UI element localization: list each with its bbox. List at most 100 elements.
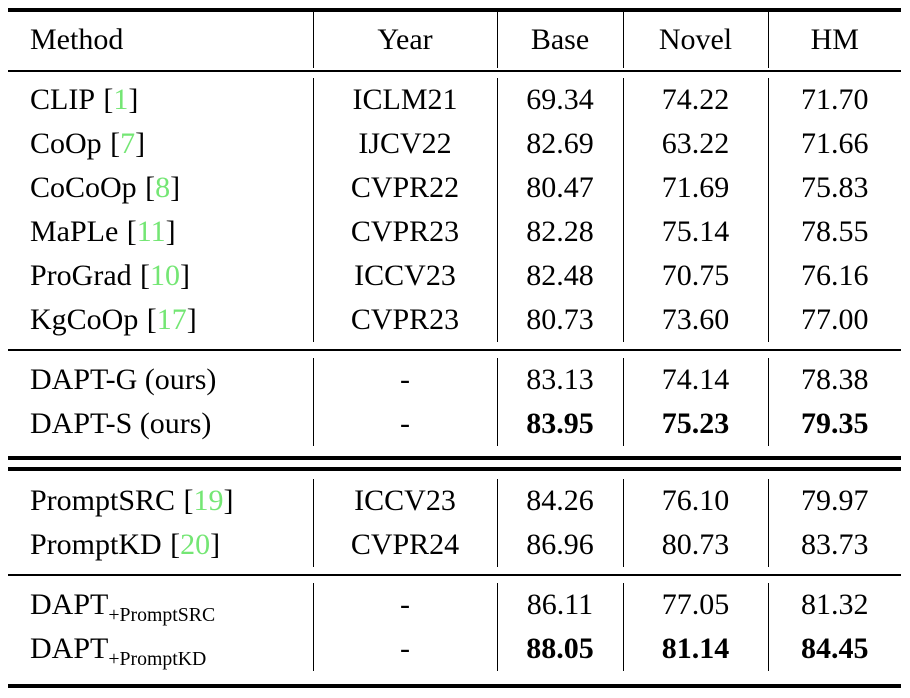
- novel-cell: 80.73: [622, 523, 768, 567]
- table-row: KgCoOp [17] CVPR23 80.73 73.60 77.00: [8, 298, 901, 342]
- table-row: PromptSRC [19] ICCV23 84.26 76.10 79.97: [8, 479, 901, 523]
- citation-bracket: [: [103, 83, 114, 116]
- base-cell: 82.28: [496, 210, 623, 254]
- method-subscript: +PromptSRC: [108, 604, 216, 626]
- year-cell: IJCV22: [312, 122, 497, 166]
- citation-bracket: [: [110, 127, 121, 160]
- method-subscript: +PromptKD: [108, 648, 207, 670]
- hm-cell: 71.66: [767, 122, 901, 166]
- table-row: CoCoOp [8] CVPR22 80.47 71.69 75.83: [8, 166, 901, 210]
- novel-cell: 75.14: [622, 210, 768, 254]
- citation-bracket: ]: [223, 484, 234, 517]
- base-cell: 82.69: [496, 122, 623, 166]
- method-name: DAPT: [30, 632, 109, 665]
- hm-cell: 76.16: [767, 254, 901, 298]
- citation: [10]: [140, 259, 190, 292]
- citation: [20]: [170, 528, 220, 561]
- method-name: DAPT-G (ours): [30, 363, 217, 396]
- year-cell: -: [312, 402, 497, 446]
- novel-cell: 74.14: [622, 358, 768, 402]
- hm-cell: 79.35: [767, 402, 901, 446]
- method-cell: KgCoOp [17]: [8, 298, 313, 342]
- rule-line: [8, 574, 901, 576]
- thick-rule: [8, 671, 901, 688]
- citation: [17]: [147, 303, 197, 336]
- rule-line: [8, 456, 901, 460]
- citation-number: 20: [180, 528, 211, 561]
- method-cell: DAPT+PromptKD: [8, 627, 313, 671]
- novel-cell: 63.22: [622, 122, 768, 166]
- citation-bracket: ]: [170, 171, 181, 204]
- hm-cell: 79.97: [767, 479, 901, 523]
- method-name: DAPT-S (ours): [30, 407, 212, 440]
- hm-cell: 84.45: [767, 627, 901, 671]
- base-cell: 80.47: [496, 166, 623, 210]
- novel-cell: 70.75: [622, 254, 768, 298]
- base-cell: 82.48: [496, 254, 623, 298]
- rule-line: [8, 8, 901, 12]
- citation-bracket: [: [183, 484, 194, 517]
- citation-bracket: [: [140, 259, 151, 292]
- hm-cell: 78.38: [767, 358, 901, 402]
- method-name: CoCoOp: [30, 171, 137, 204]
- year-cell: CVPR22: [312, 166, 497, 210]
- year-cell: ICCV23: [312, 479, 497, 523]
- novel-cell: 71.69: [622, 166, 768, 210]
- method-cell: CoCoOp [8]: [8, 166, 313, 210]
- citation: [19]: [183, 484, 233, 517]
- table-row: PromptKD [20] CVPR24 86.96 80.73 83.73: [8, 523, 901, 567]
- method-cell: DAPT-S (ours): [8, 402, 313, 446]
- hm-cell: 78.55: [767, 210, 901, 254]
- method-cell: MaPLe [11]: [8, 210, 313, 254]
- table-row: CLIP [1] ICLM21 69.34 74.22 71.70: [8, 78, 901, 122]
- citation-bracket: [: [170, 528, 181, 561]
- citation-bracket: [: [126, 215, 137, 248]
- column-header-method: Method: [30, 23, 124, 56]
- year-cell: ICLM21: [312, 78, 497, 122]
- method-name: MaPLe: [30, 215, 119, 248]
- table-row: CoOp [7] IJCV22 82.69 63.22 71.66: [8, 122, 901, 166]
- citation-bracket: ]: [128, 83, 139, 116]
- table-row: MaPLe [11] CVPR23 82.28 75.14 78.55: [8, 210, 901, 254]
- method-cell: DAPT+PromptSRC: [8, 583, 313, 627]
- method-name: ProGrad: [30, 259, 132, 292]
- column-header-hm: HM: [767, 12, 901, 68]
- hm-cell: 83.73: [767, 523, 901, 567]
- citation: [7]: [110, 127, 145, 160]
- table-row: DAPT-G (ours) -83.13 74.14 78.38: [8, 358, 901, 402]
- column-header-novel: Novel: [622, 12, 768, 68]
- method-name: CLIP: [30, 83, 96, 116]
- method-cell: PromptSRC [19]: [8, 479, 313, 523]
- method-name: CoOp: [30, 127, 102, 160]
- citation-number: 8: [155, 171, 171, 204]
- citation-number: 10: [150, 259, 181, 292]
- hm-cell: 77.00: [767, 298, 901, 342]
- results-table: Method Year Base Novel HM CLIP [1] ICLM21 69.34 7…: [8, 8, 901, 688]
- year-cell: -: [312, 583, 497, 627]
- base-cell: 86.11: [496, 583, 623, 627]
- method-cell: PromptKD [20]: [8, 523, 313, 567]
- method-name: PromptSRC: [30, 484, 176, 517]
- header-row: Method Year Base Novel HM: [8, 12, 901, 68]
- method-cell: DAPT-G (ours): [8, 358, 313, 402]
- table-row: DAPT-S (ours) -83.95 75.23 79.35: [8, 402, 901, 446]
- double-rule: [8, 446, 901, 479]
- rule-line: [8, 684, 901, 688]
- citation-bracket: ]: [210, 528, 221, 561]
- citation-bracket: ]: [186, 303, 197, 336]
- year-cell: ICCV23: [312, 254, 497, 298]
- method-name: PromptKD: [30, 528, 162, 561]
- table-row: ProGrad [10] ICCV23 82.48 70.75 76.16: [8, 254, 901, 298]
- column-header-year: Year: [312, 12, 497, 68]
- method-cell: CLIP [1]: [8, 78, 313, 122]
- base-cell: 80.73: [496, 298, 623, 342]
- novel-cell: 74.22: [622, 78, 768, 122]
- thick-rule: [8, 8, 901, 12]
- citation-bracket: ]: [165, 215, 176, 248]
- hm-cell: 71.70: [767, 78, 901, 122]
- base-cell: 83.95: [496, 402, 623, 446]
- hm-cell: 75.83: [767, 166, 901, 210]
- method-name: DAPT: [30, 588, 109, 621]
- citation-number: 1: [113, 83, 129, 116]
- hm-cell: 81.32: [767, 583, 901, 627]
